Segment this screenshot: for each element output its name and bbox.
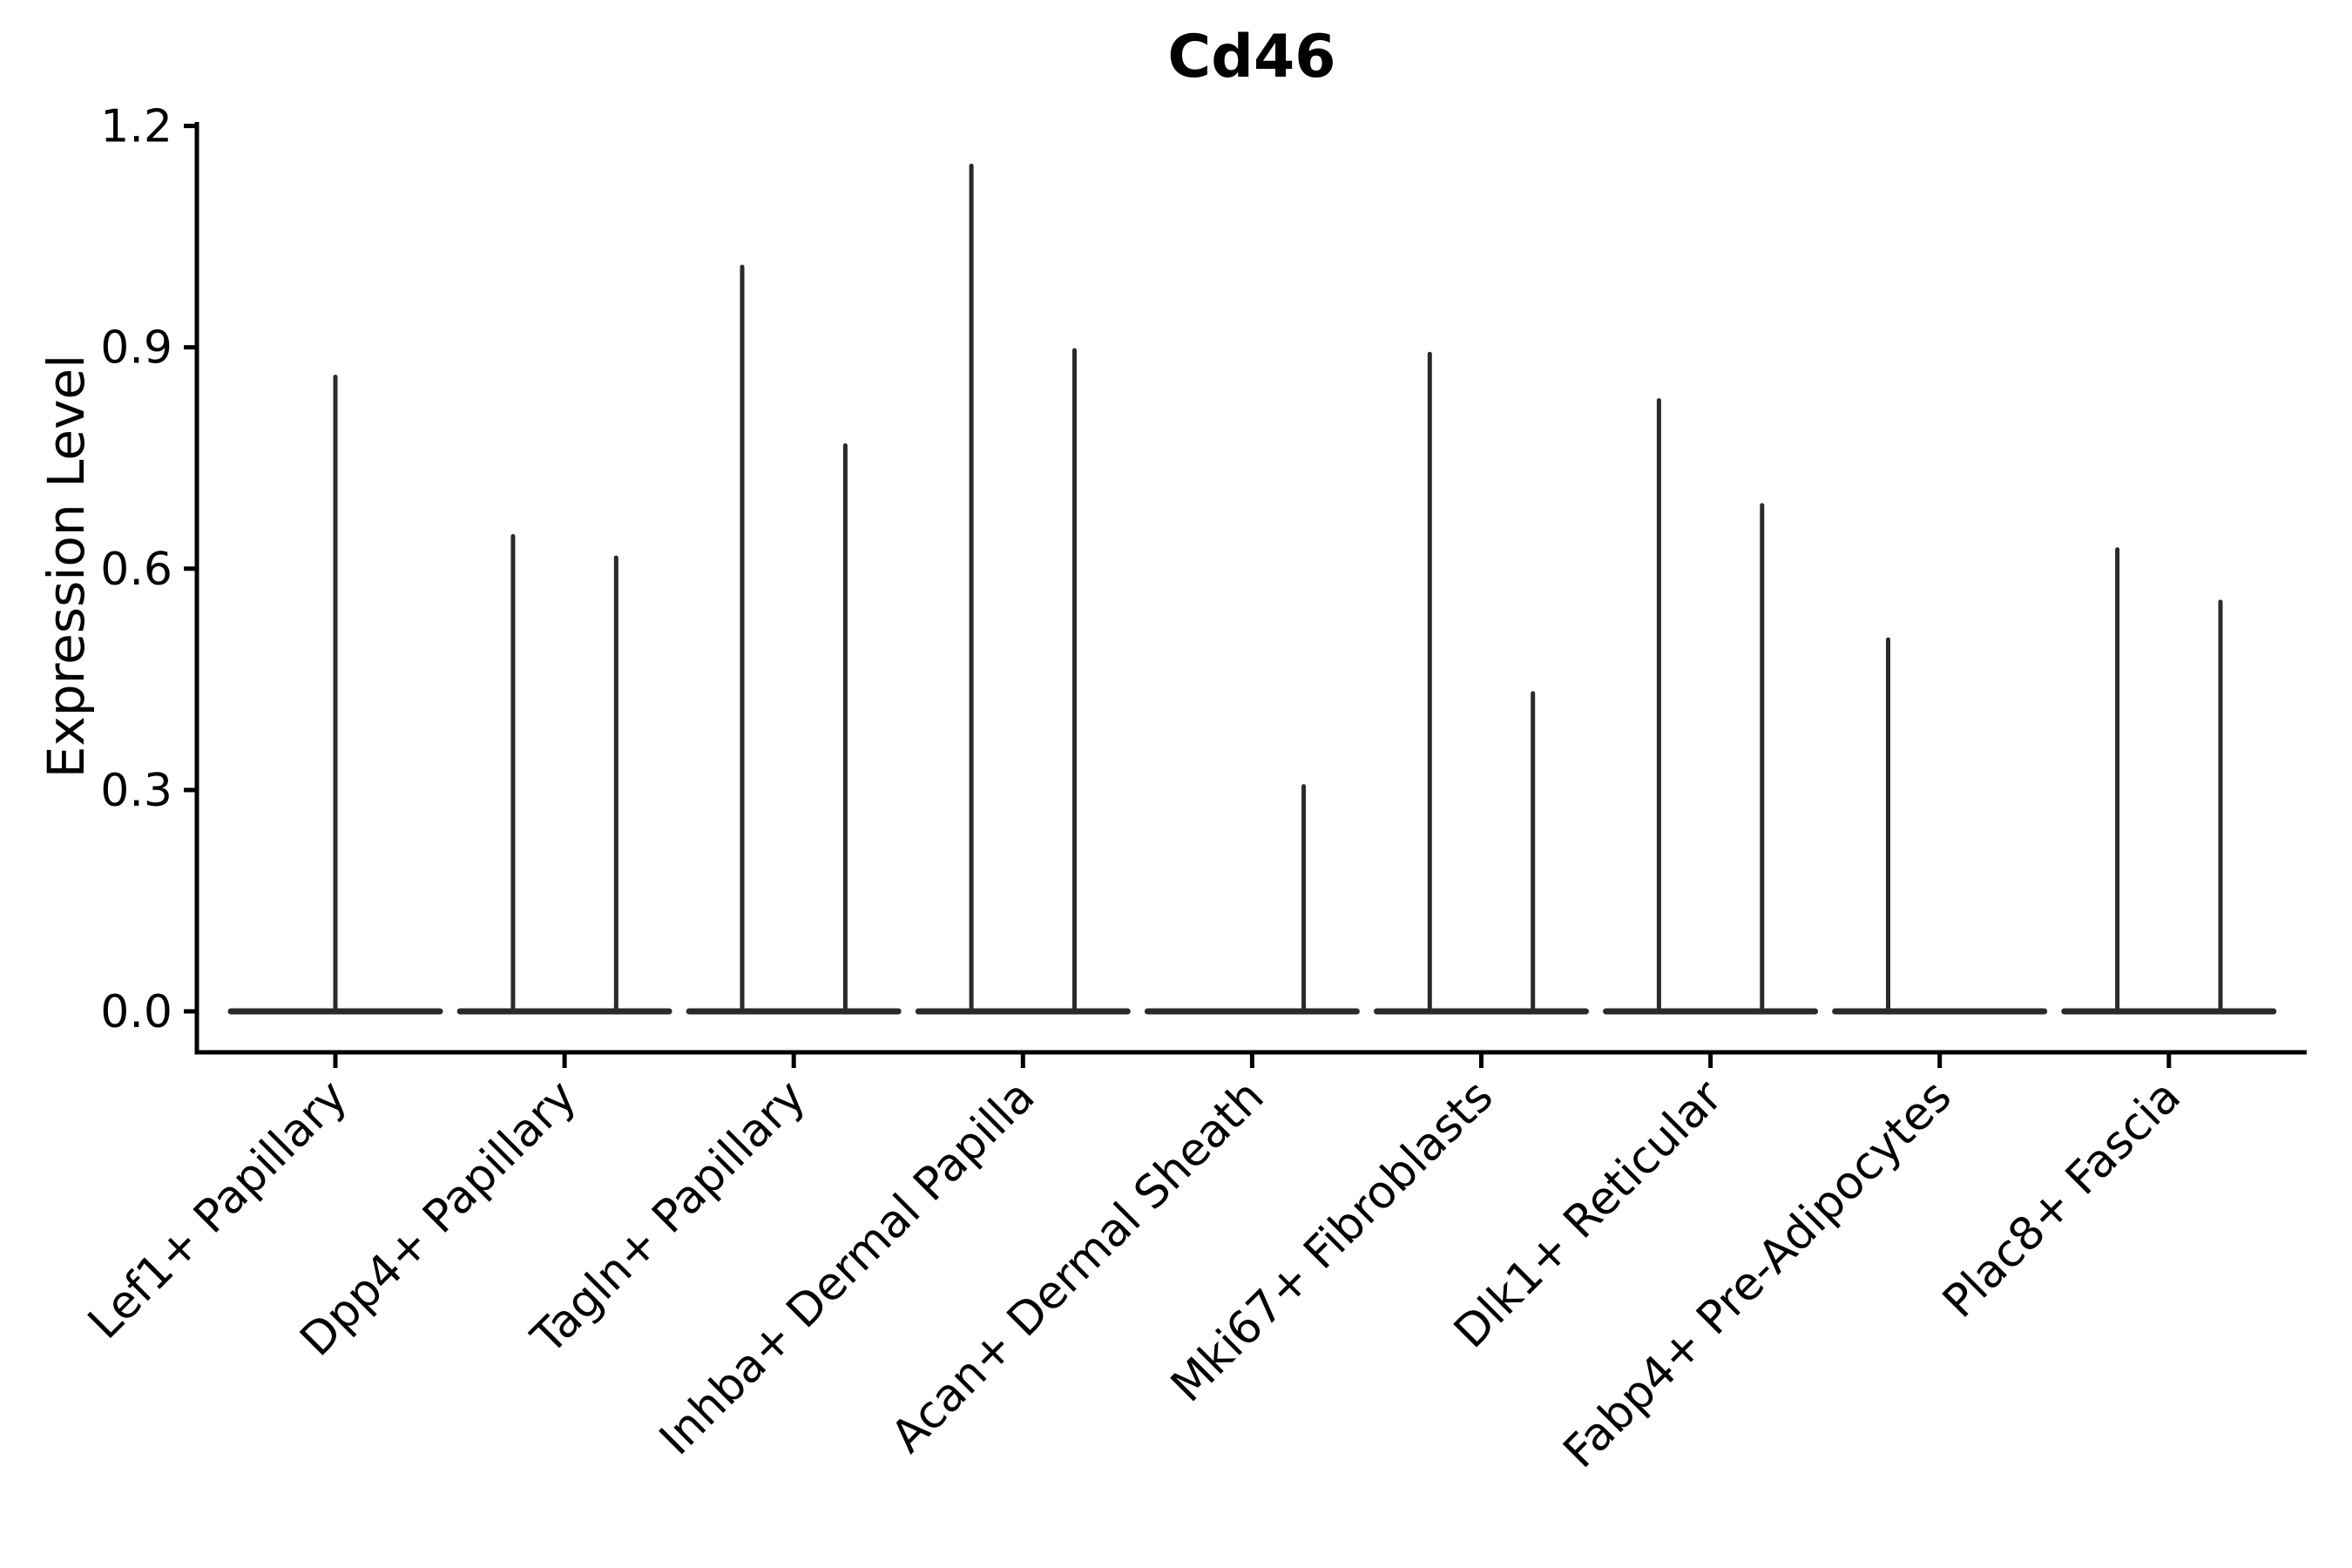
chart-title: Cd46 [1167,23,1336,91]
x-tick-label: Plac8+ Fascia [1933,1071,2191,1328]
y-tick-label: 0.3 [100,765,172,817]
y-tick-label: 0.0 [100,986,172,1038]
x-tick-label: Acan+ Dermal Sheath [882,1071,1274,1463]
y-tick-label: 0.9 [100,322,172,375]
y-tick-label: 0.6 [100,544,172,596]
x-tick-label: Fabp4+ Pre-Adipocytes [1554,1071,1962,1478]
y-tick-label: 1.2 [100,101,172,153]
x-tick-label: Inhba+ Dermal Papilla [650,1071,1044,1465]
